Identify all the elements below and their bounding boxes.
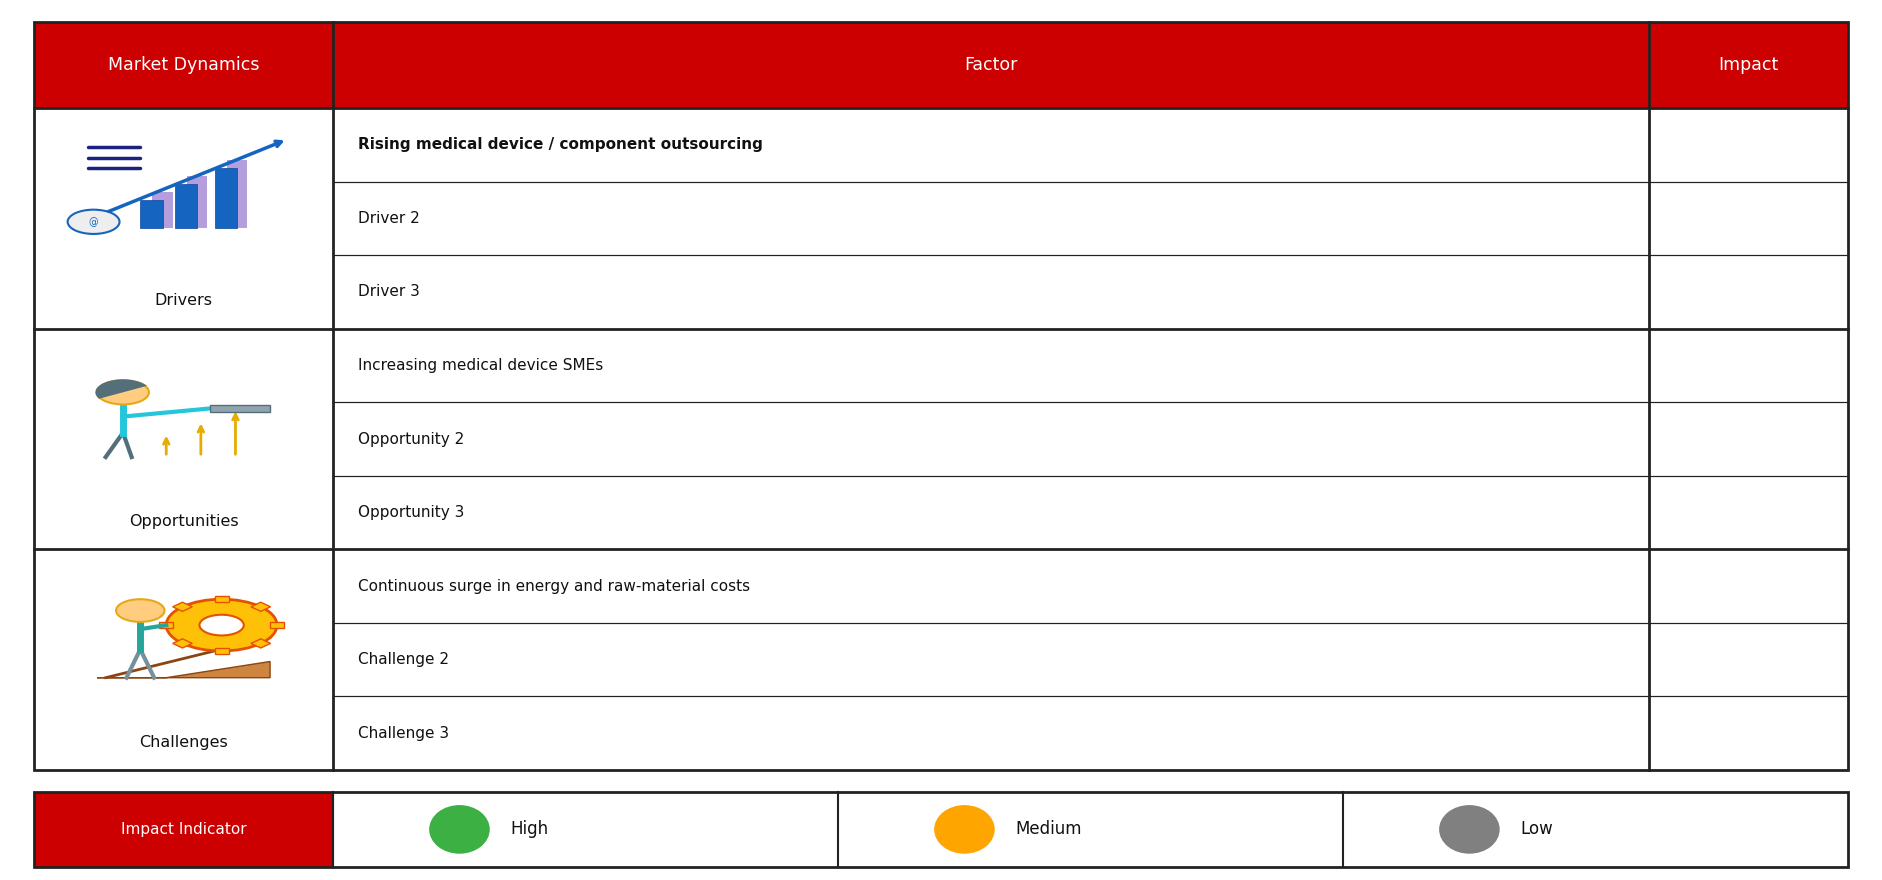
Text: Impact Indicator: Impact Indicator — [120, 822, 247, 837]
Text: Challenges: Challenges — [139, 735, 228, 750]
Bar — [1649, 476, 1848, 549]
Text: Rising medical device / component outsourcing: Rising medical device / component outsou… — [358, 137, 762, 152]
Text: Challenge 2: Challenge 2 — [358, 652, 448, 667]
Bar — [333, 22, 1649, 108]
Bar — [333, 623, 1649, 696]
Bar — [141, 200, 162, 228]
Bar — [1649, 402, 1848, 476]
Bar — [173, 639, 192, 648]
Text: Opportunity 2: Opportunity 2 — [358, 431, 465, 446]
Bar — [333, 181, 1649, 255]
Bar — [333, 696, 1649, 770]
Bar — [34, 22, 1848, 770]
Bar — [1649, 549, 1848, 623]
Bar — [215, 648, 228, 654]
Bar — [215, 167, 237, 228]
Bar — [333, 255, 1649, 328]
Bar — [152, 192, 173, 228]
Text: High: High — [510, 820, 548, 839]
Text: Drivers: Drivers — [154, 293, 213, 308]
Bar — [1649, 696, 1848, 770]
Text: Opportunities: Opportunities — [128, 514, 239, 529]
Bar — [250, 602, 271, 612]
Bar — [173, 602, 192, 612]
Bar — [1649, 255, 1848, 328]
Bar — [160, 622, 173, 628]
Bar — [1649, 328, 1848, 402]
Bar — [228, 159, 247, 228]
Bar — [1649, 181, 1848, 255]
Circle shape — [98, 380, 149, 405]
Bar — [34, 792, 333, 867]
Circle shape — [199, 615, 245, 635]
Bar — [186, 176, 207, 228]
Bar — [1649, 22, 1848, 108]
Bar — [34, 108, 333, 328]
Bar — [837, 792, 1344, 867]
Text: Factor: Factor — [964, 56, 1018, 74]
Ellipse shape — [933, 805, 996, 854]
Ellipse shape — [429, 805, 489, 854]
Circle shape — [68, 209, 120, 234]
Bar — [34, 792, 1848, 867]
Ellipse shape — [1440, 805, 1500, 854]
Text: Medium: Medium — [1014, 820, 1082, 839]
Bar — [175, 184, 198, 228]
Wedge shape — [96, 379, 147, 399]
Bar — [34, 549, 333, 770]
Bar — [271, 622, 284, 628]
Bar — [1649, 108, 1848, 181]
Bar — [1344, 792, 1848, 867]
Bar — [333, 328, 1649, 402]
Text: Market Dynamics: Market Dynamics — [107, 56, 260, 74]
Text: Continuous surge in energy and raw-material costs: Continuous surge in energy and raw-mater… — [358, 579, 749, 594]
Bar — [250, 639, 271, 648]
Text: Driver 2: Driver 2 — [358, 211, 420, 226]
Bar — [333, 402, 1649, 476]
Text: Challenge 3: Challenge 3 — [358, 726, 448, 741]
Circle shape — [117, 599, 164, 622]
Bar — [333, 792, 837, 867]
Bar — [215, 596, 228, 603]
Bar — [34, 22, 333, 108]
Text: Low: Low — [1521, 820, 1553, 839]
Circle shape — [166, 599, 277, 651]
Bar — [1649, 623, 1848, 696]
Bar — [333, 549, 1649, 623]
Bar — [333, 476, 1649, 549]
Text: @: @ — [88, 216, 98, 227]
Text: Opportunity 3: Opportunity 3 — [358, 505, 465, 520]
Bar — [333, 108, 1649, 181]
Bar — [209, 406, 271, 412]
Text: Increasing medical device SMEs: Increasing medical device SMEs — [358, 358, 602, 373]
Text: Impact: Impact — [1718, 56, 1778, 74]
Text: Driver 3: Driver 3 — [358, 284, 420, 299]
Polygon shape — [98, 662, 271, 678]
Bar — [34, 328, 333, 549]
